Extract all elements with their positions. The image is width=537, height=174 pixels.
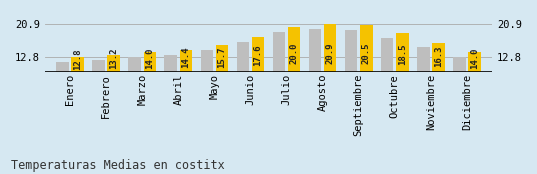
Text: 18.5: 18.5: [398, 44, 407, 65]
Text: Temperaturas Medias en costitx: Temperaturas Medias en costitx: [11, 159, 224, 172]
Bar: [71, 57, 84, 109]
Bar: [381, 38, 394, 109]
Text: 20.5: 20.5: [362, 42, 371, 64]
Bar: [432, 42, 445, 109]
Bar: [216, 45, 228, 109]
Bar: [453, 57, 466, 109]
Bar: [92, 60, 105, 109]
Bar: [396, 33, 409, 109]
Bar: [273, 32, 285, 109]
Bar: [288, 27, 300, 109]
Bar: [128, 57, 141, 109]
Text: 14.0: 14.0: [470, 47, 479, 69]
Bar: [309, 29, 321, 109]
Bar: [345, 30, 358, 109]
Bar: [252, 37, 264, 109]
Text: 14.4: 14.4: [182, 47, 191, 69]
Bar: [143, 52, 156, 109]
Text: 12.8: 12.8: [73, 48, 82, 70]
Bar: [324, 24, 337, 109]
Text: 16.3: 16.3: [434, 46, 443, 67]
Text: 15.7: 15.7: [217, 46, 227, 68]
Bar: [237, 42, 249, 109]
Text: 14.0: 14.0: [146, 47, 154, 69]
Text: 17.6: 17.6: [253, 45, 263, 66]
Bar: [56, 62, 69, 109]
Text: 20.0: 20.0: [289, 43, 299, 64]
Bar: [360, 25, 373, 109]
Bar: [468, 52, 481, 109]
Bar: [107, 55, 120, 109]
Bar: [200, 50, 213, 109]
Text: 13.2: 13.2: [109, 48, 118, 69]
Bar: [179, 50, 192, 109]
Bar: [164, 55, 177, 109]
Text: 20.9: 20.9: [325, 42, 335, 64]
Bar: [417, 48, 430, 109]
